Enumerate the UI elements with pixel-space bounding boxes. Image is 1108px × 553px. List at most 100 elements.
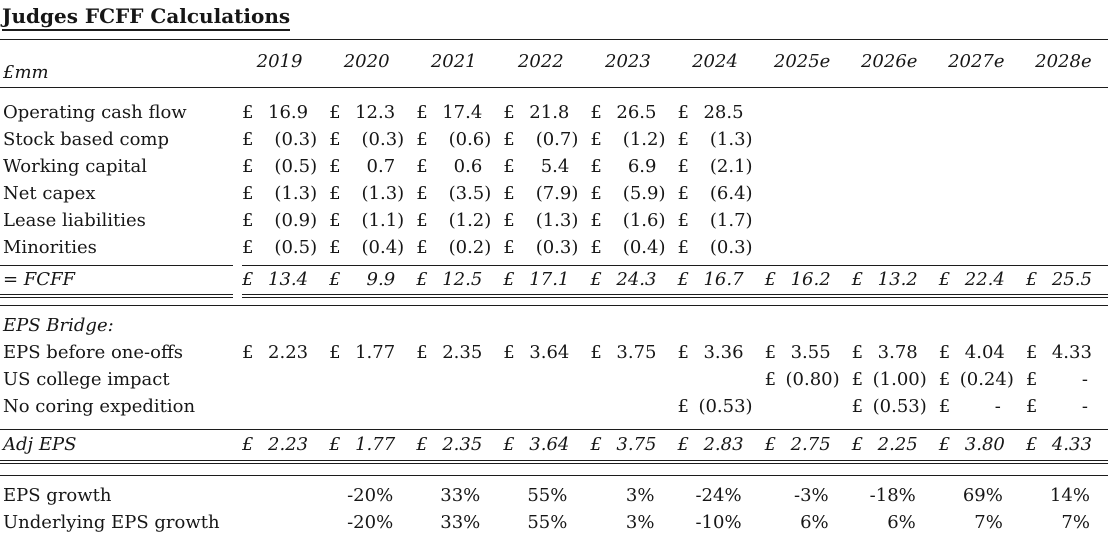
cell-value: 3.78 [877, 342, 918, 363]
currency-symbol: £ [242, 183, 254, 204]
row-cells: £ (0.5) £ (0.4) £ (0.2) £ (0.3) £ (0.4) £ (0.3) [237, 234, 1108, 261]
currency-symbol: £ [329, 210, 341, 231]
value-cell: £2.35 [411, 430, 498, 460]
value-cell [498, 366, 585, 393]
currency-symbol: £ [329, 156, 341, 177]
currency-symbol: £ [416, 237, 428, 258]
cell-value: (5.9) [622, 183, 666, 204]
value-cell: -18% [847, 482, 934, 509]
value-cell: £ (0.4) [585, 234, 672, 261]
currency-symbol: £ [416, 102, 428, 123]
value-cell: £ (0.5) [237, 234, 324, 261]
value-cell [411, 366, 498, 393]
cell-value: 2.35 [442, 434, 483, 455]
currency-symbol: £ [764, 369, 777, 390]
cell-value: 21.8 [529, 102, 570, 123]
percent-value: 6% [800, 512, 829, 533]
currency-symbol: £ [1025, 396, 1038, 417]
cell-value: 17.4 [442, 102, 483, 123]
value-cell: £3.78 [847, 339, 934, 366]
value-cell: £ (6.4) [672, 180, 759, 207]
value-cell [585, 393, 672, 420]
value-cell: £ (1.6) [585, 207, 672, 234]
cell-value: 13.2 [877, 269, 918, 290]
table-row: Underlying EPS growth -20% 33% 55% 3% -10% 6% 6… [0, 509, 1108, 536]
percent-value: -10% [695, 512, 742, 533]
table-row: No coring expedition £ (0.53) £ (0.53) £ - £ - [0, 393, 1108, 420]
year-header-label: 2021 [430, 51, 477, 72]
value-cell: £4.33 [1021, 430, 1108, 460]
year-header: 2023 [585, 51, 672, 72]
value-cell [934, 126, 1021, 153]
table-row: EPS growth -20% 33% 55% 3% -24% -3% -18% 69% 14% [0, 482, 1108, 509]
currency-symbol: £ [242, 129, 254, 150]
percent-value: -20% [347, 485, 394, 506]
cell-value: (1.6) [622, 210, 666, 231]
value-cell: £ (0.80) [760, 366, 847, 393]
cell-value: (1.2) [448, 210, 492, 231]
value-cell: £ (0.3) [237, 126, 324, 153]
value-cell: £ (0.53) [672, 393, 759, 420]
currency-symbol: £ [503, 156, 515, 177]
value-cell: £0.7 [324, 153, 411, 180]
section-eps-bridge: EPS Bridge: EPS before one-offs £2.23 £1.77… [0, 306, 1108, 429]
currency-symbol: £ [242, 102, 254, 123]
value-cell: £ (0.9) [237, 207, 324, 234]
value-cell [934, 180, 1021, 207]
currency-symbol: £ [242, 210, 254, 231]
value-cell: £2.75 [760, 430, 847, 460]
cell-value: (0.4) [361, 237, 405, 258]
value-cell: £ - [1021, 366, 1108, 393]
currency-symbol: £ [677, 210, 689, 231]
cell-value: (0.2) [448, 237, 492, 258]
value-cell [847, 153, 934, 180]
section-eps-growth: EPS growth -20% 33% 55% 3% -24% -3% -18% 69% 14% U… [0, 476, 1108, 536]
value-cell: £21.8 [498, 99, 585, 126]
rule-above-eps-bridge [0, 305, 1108, 306]
currency-symbol: £ [851, 369, 864, 390]
value-cell [760, 99, 847, 126]
percent-value: -20% [347, 512, 394, 533]
value-cell: £ (3.5) [411, 180, 498, 207]
value-cell: £3.75 [585, 339, 672, 366]
currency-symbol: £ [503, 102, 515, 123]
value-cell: -24% [672, 482, 759, 509]
currency-symbol: £ [677, 183, 689, 204]
value-cell [1021, 207, 1108, 234]
percent-value: 14% [1049, 485, 1090, 506]
value-cell [934, 234, 1021, 261]
value-cell: 7% [1021, 509, 1108, 536]
currency-symbol: £ [416, 183, 428, 204]
value-cell [760, 153, 847, 180]
value-cell: 3% [585, 509, 672, 536]
cell-value: 16.7 [703, 269, 744, 290]
cell-value: 3.75 [616, 434, 657, 455]
cell-value: 16.2 [790, 269, 831, 290]
value-cell: £16.7 [672, 265, 759, 294]
year-header: 2024 [672, 51, 759, 72]
table-row: US college impact £ (0.80) £ (1.00) £ (0.24) £ - [0, 366, 1108, 393]
currency-symbol: £ [677, 269, 689, 290]
value-cell: £ (1.2) [585, 126, 672, 153]
value-cell: 7% [934, 509, 1021, 536]
value-cell: 55% [498, 482, 585, 509]
rule-above-adj-eps [0, 429, 1108, 430]
currency-symbol: £ [503, 342, 515, 363]
cell-value: 6.9 [627, 156, 657, 177]
cell-value: 4.33 [1051, 434, 1092, 455]
value-cell: £ (0.6) [411, 126, 498, 153]
cell-value: (0.5) [274, 156, 318, 177]
value-cell: £5.4 [498, 153, 585, 180]
value-cell: £2.83 [672, 430, 759, 460]
section-adj-eps: Adj EPS £2.23 £1.77 £2.35 £3.64 £3.75 £2.83 £2.… [0, 430, 1108, 460]
row-label: = FCFF [3, 269, 76, 290]
currency-symbol: £ [416, 156, 428, 177]
value-cell: 55% [498, 509, 585, 536]
year-header-label: 2026e [860, 51, 918, 72]
value-cell [324, 366, 411, 393]
year-header: 2025e [760, 51, 847, 72]
value-cell [237, 366, 324, 393]
currency-symbol: £ [1025, 434, 1038, 455]
table-row: Operating cash flow £16.9 £12.3 £17.4 £21.8 £… [0, 99, 1108, 126]
cell-value: 16.9 [268, 102, 309, 123]
